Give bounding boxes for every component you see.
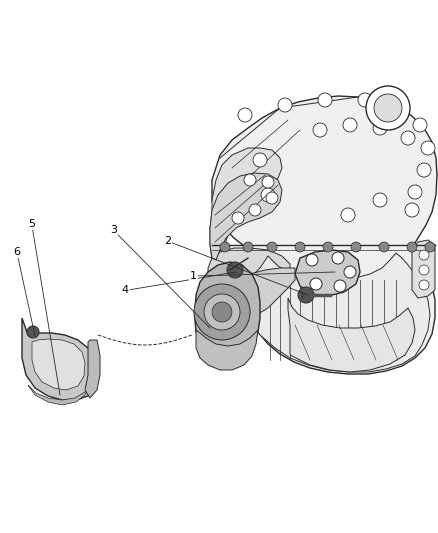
Polygon shape — [210, 148, 282, 265]
Polygon shape — [195, 262, 260, 358]
Circle shape — [267, 242, 277, 252]
Polygon shape — [208, 248, 290, 295]
Circle shape — [262, 176, 274, 188]
Circle shape — [358, 93, 372, 107]
Circle shape — [405, 203, 419, 217]
Circle shape — [27, 326, 39, 338]
Polygon shape — [238, 253, 430, 372]
Circle shape — [421, 141, 435, 155]
Circle shape — [373, 121, 387, 135]
Circle shape — [306, 254, 318, 266]
Circle shape — [413, 118, 427, 132]
Text: 5: 5 — [28, 219, 35, 229]
Circle shape — [401, 131, 415, 145]
Polygon shape — [288, 298, 415, 372]
Circle shape — [295, 242, 305, 252]
Circle shape — [374, 94, 402, 122]
Circle shape — [204, 294, 240, 330]
Circle shape — [249, 204, 261, 216]
Polygon shape — [210, 173, 282, 260]
Circle shape — [393, 101, 407, 115]
Circle shape — [313, 123, 327, 137]
Text: 2: 2 — [164, 236, 171, 246]
Circle shape — [266, 192, 278, 204]
Circle shape — [334, 280, 346, 292]
Circle shape — [366, 86, 410, 130]
Circle shape — [344, 266, 356, 278]
Polygon shape — [85, 340, 100, 398]
Polygon shape — [196, 330, 258, 370]
Text: 4: 4 — [122, 286, 129, 295]
Circle shape — [243, 242, 253, 252]
Circle shape — [379, 242, 389, 252]
Circle shape — [278, 98, 292, 112]
Circle shape — [419, 265, 429, 275]
Circle shape — [298, 287, 314, 303]
Circle shape — [194, 284, 250, 340]
Circle shape — [419, 250, 429, 260]
Circle shape — [408, 185, 422, 199]
Circle shape — [323, 242, 333, 252]
Polygon shape — [198, 272, 252, 320]
Circle shape — [417, 163, 431, 177]
Polygon shape — [412, 240, 435, 298]
Circle shape — [407, 242, 417, 252]
Polygon shape — [212, 96, 437, 374]
Circle shape — [227, 262, 243, 278]
Polygon shape — [295, 250, 360, 296]
Polygon shape — [230, 268, 295, 316]
Circle shape — [332, 252, 344, 264]
Text: 1: 1 — [190, 271, 197, 281]
Circle shape — [232, 212, 244, 224]
Circle shape — [341, 208, 355, 222]
Circle shape — [310, 278, 322, 290]
Circle shape — [261, 188, 275, 202]
Circle shape — [238, 108, 252, 122]
Circle shape — [253, 153, 267, 167]
Circle shape — [373, 193, 387, 207]
Circle shape — [425, 242, 435, 252]
Circle shape — [343, 118, 357, 132]
Text: 6: 6 — [13, 247, 20, 256]
Circle shape — [212, 302, 232, 322]
Polygon shape — [32, 339, 85, 390]
Circle shape — [220, 242, 230, 252]
Circle shape — [318, 93, 332, 107]
Polygon shape — [28, 385, 88, 405]
Circle shape — [419, 280, 429, 290]
Text: 3: 3 — [110, 225, 117, 235]
Circle shape — [244, 174, 256, 186]
Polygon shape — [22, 318, 97, 400]
Circle shape — [351, 242, 361, 252]
